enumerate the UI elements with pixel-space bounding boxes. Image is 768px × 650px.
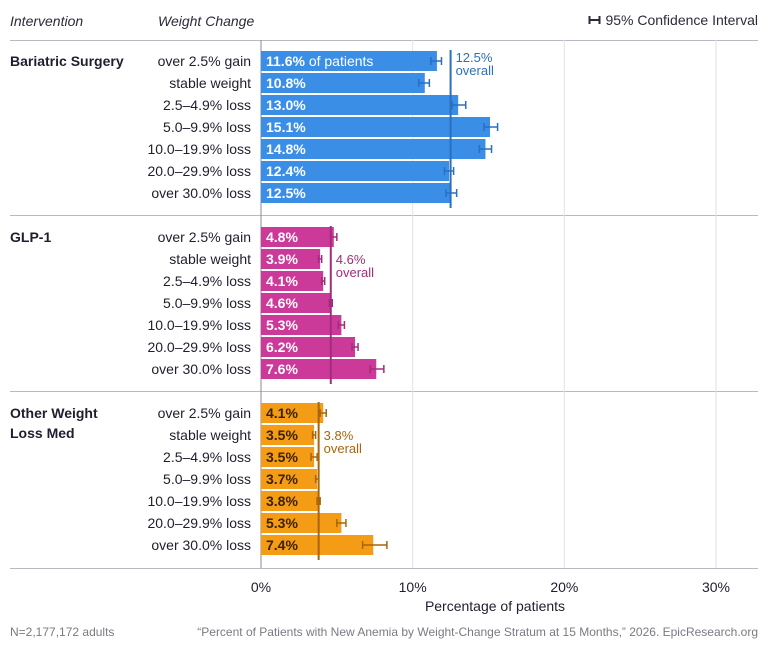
value-label: 3.5% [266,427,298,443]
value-label: 3.5% [266,449,298,465]
value-label: 12.4% [266,163,306,179]
category-label: 20.0–29.9% loss [147,515,251,531]
value-label: 14.8% [266,141,306,157]
group-label: Bariatric Surgery [10,53,124,69]
weight-change-column-header: Weight Change [158,13,255,29]
intervention-column-header: Intervention [10,13,84,29]
overall-annotation: overall [456,63,494,78]
bar [261,469,318,489]
value-label: 3.7% [266,471,298,487]
category-label: 20.0–29.9% loss [147,339,251,355]
bar [261,139,486,159]
overall-annotation: overall [324,441,362,456]
x-axis-label: Percentage of patients [425,598,565,614]
category-label: 10.0–19.9% loss [147,317,251,333]
category-label: 20.0–29.9% loss [147,163,251,179]
group-label: GLP-1 [10,229,51,245]
bar [261,271,324,291]
value-label: 7.6% [266,361,298,377]
category-label: 5.0–9.9% loss [163,471,251,487]
value-label-suffix: of patients [305,53,374,69]
legend-label: 95% Confidence Interval [605,12,758,28]
bar [261,315,342,335]
category-label: 5.0–9.9% loss [163,295,251,311]
bar [261,73,425,93]
category-label: over 2.5% gain [158,229,251,245]
bar [261,227,334,247]
value-label: 10.8% [266,75,306,91]
group-label: Other Weight [10,405,98,421]
category-label: 2.5–4.9% loss [163,273,251,289]
overall-annotation: 3.8% [324,428,354,443]
group-label: Loss Med [10,425,75,441]
category-label: 10.0–19.9% loss [147,493,251,509]
x-tick-label: 0% [251,579,271,595]
overall-annotation: overall [336,265,374,280]
category-label: over 30.0% loss [151,361,251,377]
confidence-interval-icon [588,16,601,24]
value-label: 15.1% [266,119,306,135]
category-label: over 2.5% gain [158,405,251,421]
bar [261,95,459,115]
value-label: 11.6% of patients [266,53,373,69]
value-label: 7.4% [266,537,298,553]
category-label: stable weight [169,75,251,91]
bar [261,491,319,511]
bar [261,161,450,181]
overall-annotation: 4.6% [336,252,366,267]
bar [261,51,437,71]
bar [261,249,321,269]
category-label: 10.0–19.9% loss [147,141,251,157]
value-label: 4.1% [266,273,298,289]
category-label: stable weight [169,251,251,267]
sample-size-note: N=2,177,172 adults [10,625,115,639]
legend: 95% Confidence Interval [588,12,758,28]
value-label: 6.2% [266,339,298,355]
value-label: 4.1% [266,405,298,421]
value-label: 5.3% [266,317,298,333]
x-tick-label: 20% [550,579,578,595]
bar [261,183,451,203]
source-citation: “Percent of Patients with New Anemia by … [197,625,758,639]
category-label: 2.5–4.9% loss [163,449,251,465]
value-label: 3.8% [266,493,298,509]
overall-annotation: 12.5% [456,50,493,65]
bar [261,403,324,423]
value-label: 12.5% [266,185,306,201]
bar [261,513,342,533]
bar [261,359,377,379]
category-label: over 2.5% gain [158,53,251,69]
category-label: 2.5–4.9% loss [163,97,251,113]
bar [261,293,331,313]
bar [261,447,315,467]
value-label: 4.8% [266,229,298,245]
bar [261,425,315,445]
bar [261,117,491,137]
value-label: 5.3% [266,515,298,531]
value-label: 13.0% [266,97,306,113]
x-tick-label: 30% [702,579,730,595]
category-label: 5.0–9.9% loss [163,119,251,135]
value-label: 4.6% [266,295,298,311]
category-label: stable weight [169,427,251,443]
category-label: over 30.0% loss [151,185,251,201]
value-label: 3.9% [266,251,298,267]
category-label: over 30.0% loss [151,537,251,553]
bar [261,535,374,555]
x-tick-label: 10% [399,579,427,595]
